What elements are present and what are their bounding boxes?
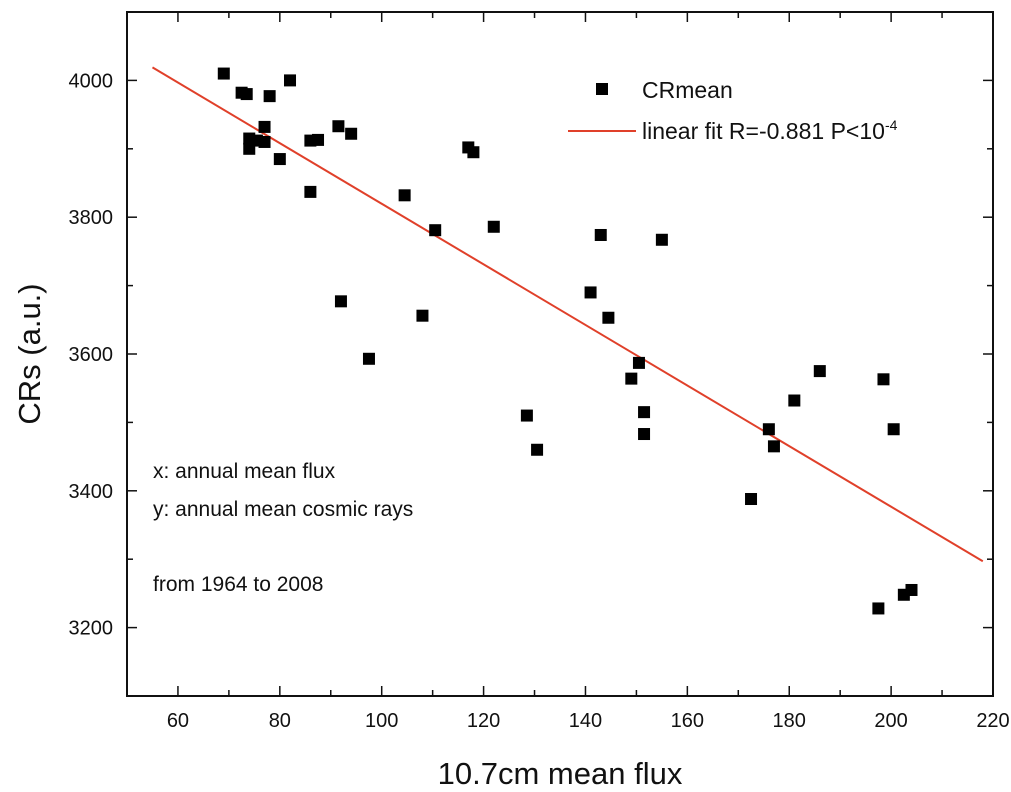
- legend-marker-crmean: [596, 83, 608, 95]
- annotation-y: y: annual mean cosmic rays: [153, 498, 413, 521]
- data-point: [788, 394, 801, 407]
- data-point: [217, 67, 230, 80]
- data-point: [258, 120, 271, 133]
- y-tick-label: 3200: [69, 618, 114, 640]
- x-tick-label: 160: [671, 710, 704, 732]
- data-point: [304, 185, 317, 198]
- fit-line-group: [151, 66, 984, 563]
- y-tick-label: 3400: [69, 481, 114, 503]
- data-point: [240, 88, 253, 101]
- data-point: [467, 146, 480, 159]
- data-point: [520, 409, 533, 422]
- data-point: [312, 133, 325, 146]
- data-point: [398, 189, 411, 202]
- x-tick-label: 60: [167, 710, 189, 732]
- data-point: [767, 440, 780, 453]
- data-points: [217, 67, 918, 615]
- x-tick-label: 80: [269, 710, 291, 732]
- x-tick-labels: 60 80 100 120 140 160 180 200 220: [167, 710, 1010, 732]
- x-tick-label: 200: [874, 710, 907, 732]
- y-tick-labels: 3200 3400 3600 3800 4000: [69, 70, 114, 639]
- data-point: [655, 233, 668, 246]
- annotation-x: x: annual mean flux: [153, 460, 336, 483]
- x-tick-label: 220: [976, 710, 1009, 732]
- legend-label-crmean: CRmean: [642, 77, 733, 103]
- data-point: [284, 74, 297, 87]
- data-point: [877, 373, 890, 386]
- data-point: [602, 311, 615, 324]
- x-axis-title: 10.7cm mean flux: [438, 756, 683, 791]
- data-point: [745, 493, 758, 506]
- data-point: [334, 295, 347, 308]
- data-point: [813, 365, 826, 378]
- x-tick-label: 180: [773, 710, 806, 732]
- data-point: [273, 153, 286, 166]
- data-point: [905, 583, 918, 596]
- axis-ticks: [126, 11, 994, 697]
- legend: CRmean linear fit R=-0.881 P<10-4: [568, 77, 898, 144]
- y-tick-label: 4000: [69, 70, 114, 92]
- data-point: [584, 286, 597, 299]
- data-point: [487, 220, 500, 233]
- data-point: [258, 135, 271, 148]
- x-tick-label: 120: [467, 710, 500, 732]
- data-point: [872, 602, 885, 615]
- y-axis-title: CRs (a.u.): [12, 283, 47, 424]
- data-point: [625, 372, 638, 385]
- data-point: [632, 356, 645, 369]
- data-point: [263, 90, 276, 103]
- annotation-period: from 1964 to 2008: [153, 573, 323, 596]
- legend-label-fit: linear fit R=-0.881 P<10-4: [642, 117, 898, 144]
- data-point: [638, 428, 651, 441]
- fit-line: [151, 66, 984, 563]
- data-point: [531, 443, 544, 456]
- data-point: [429, 224, 442, 237]
- data-point: [332, 120, 345, 133]
- x-tick-label: 140: [569, 710, 602, 732]
- data-point: [887, 423, 900, 436]
- data-point: [362, 352, 375, 365]
- data-point: [594, 228, 607, 241]
- x-tick-label: 100: [365, 710, 398, 732]
- y-tick-label: 3600: [69, 344, 114, 366]
- legend-fit-exponent: -4: [885, 117, 898, 133]
- data-point: [638, 406, 651, 419]
- data-point: [345, 127, 358, 140]
- data-point: [762, 423, 775, 436]
- data-point: [416, 309, 429, 322]
- y-tick-label: 3800: [69, 207, 114, 229]
- legend-fit-text: linear fit R=-0.881 P<10: [642, 118, 885, 144]
